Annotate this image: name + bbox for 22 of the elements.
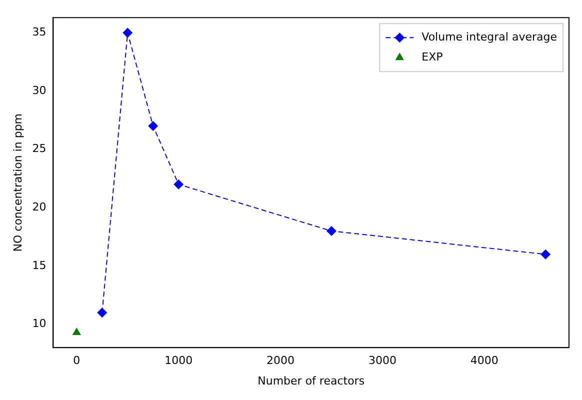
x-axis-title: Number of reactors (258, 374, 365, 388)
y-tick-label: 10 (32, 317, 46, 330)
point (174, 179, 184, 190)
y-tick-label: 20 (32, 200, 46, 214)
x-tick-label: 3000 (368, 354, 396, 368)
point (148, 121, 158, 132)
point (326, 226, 336, 236)
point (97, 308, 108, 318)
point (72, 327, 81, 335)
x-tick-label: 1000 (164, 354, 193, 368)
x-tick-label: 2000 (266, 354, 295, 368)
y-tick-label: 30 (32, 84, 46, 97)
legend-label: Volume integral average (422, 30, 558, 44)
y-tick-label: 25 (32, 142, 46, 156)
legend-label: EXP (422, 50, 444, 64)
point (540, 249, 551, 260)
y-tick-label: 35 (32, 26, 46, 39)
y-axis-title: NO concentration in ppm (11, 113, 24, 252)
x-tick-label: 4000 (470, 354, 498, 368)
x-tick-label: 0 (73, 354, 80, 368)
point (122, 28, 133, 38)
y-tick-label: 15 (32, 258, 46, 272)
